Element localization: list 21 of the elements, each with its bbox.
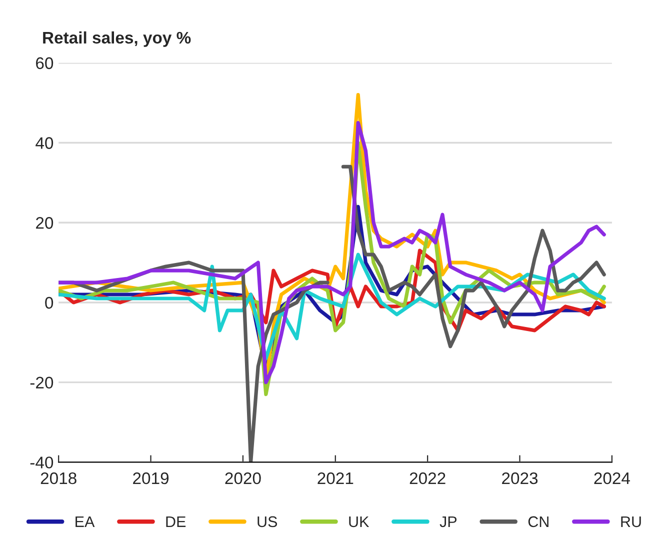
x-tick-label: 2024 (594, 472, 630, 484)
legend-label: CN (528, 516, 548, 528)
x-tick-label: 2020 (225, 472, 261, 484)
chart-title: Retail sales, yoy % (43, 31, 191, 47)
y-tick-label: 0 (45, 296, 54, 309)
x-tick-label: 2022 (410, 472, 446, 484)
legend-label: UK (349, 516, 370, 528)
legend-label: US (258, 516, 278, 528)
x-tick-label: 2021 (318, 472, 354, 484)
legend-label: RU (621, 516, 641, 528)
y-tick-label: 60 (36, 57, 54, 70)
y-tick-label: -20 (30, 376, 54, 389)
x-tick-label: 2018 (40, 472, 76, 484)
y-tick-label: -40 (30, 456, 54, 468)
x-tick-label: 2019 (133, 472, 169, 484)
legend-label: JP (440, 516, 457, 528)
legend-label: DE (166, 516, 186, 527)
x-tick-label: 2023 (502, 472, 538, 484)
y-tick-label: 20 (36, 217, 54, 229)
y-tick-label: 40 (36, 137, 54, 149)
legend-label: EA (76, 516, 95, 527)
